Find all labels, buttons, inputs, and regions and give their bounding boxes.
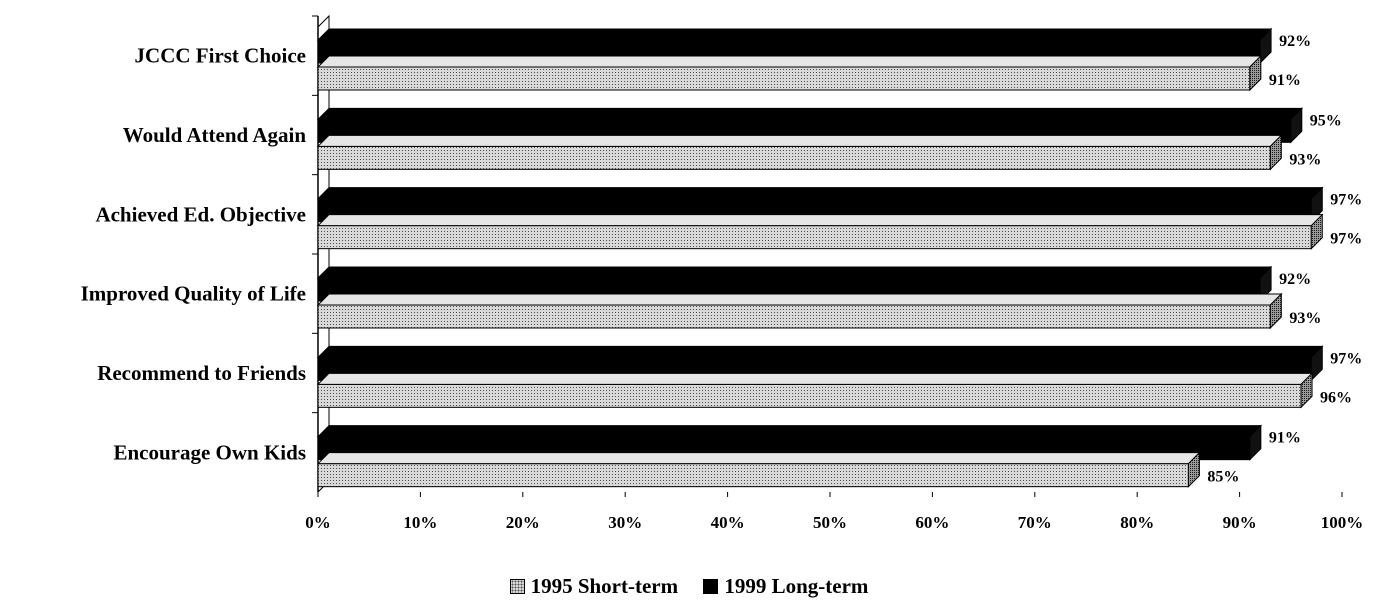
bar-short-term: [317, 463, 1189, 488]
bar-end-face: [1269, 292, 1282, 330]
bar-end-face: [1187, 451, 1200, 488]
bar-top-face: [316, 214, 1324, 227]
bar-end-face: [1310, 186, 1323, 223]
bar-top-face: [316, 187, 1324, 200]
bar-end-face: [1310, 345, 1323, 382]
x-tick-label: 70%: [1018, 513, 1052, 532]
category-label: Achieved Ed. Objective: [95, 202, 306, 226]
x-tick-label: 60%: [915, 513, 949, 532]
bar-end-face: [1249, 424, 1262, 461]
bar-end-face: [1259, 27, 1272, 65]
x-tick-label: 0%: [305, 513, 331, 532]
legend-label-short-term: 1995 Short-term: [530, 574, 679, 598]
data-label-long-term: 95%: [1310, 112, 1342, 129]
bar-short-term: [317, 66, 1251, 91]
bar-end-face: [1249, 54, 1262, 92]
x-tick-label: 90%: [1223, 513, 1257, 532]
solid-swatch-icon: [703, 579, 719, 594]
legend-item-long-term: 1999 Long-term: [703, 574, 868, 599]
data-label-short-term: 93%: [1289, 310, 1321, 327]
data-label-long-term: 92%: [1279, 33, 1311, 50]
bar-end-face: [1259, 265, 1272, 303]
x-tick-label: 10%: [403, 513, 437, 532]
bar-top-face: [316, 266, 1273, 279]
bar-top-face: [316, 134, 1283, 147]
bar-top-face: [316, 55, 1263, 68]
bar-top-face: [316, 452, 1201, 465]
bar-end-face: [1310, 213, 1323, 250]
bar-top-face: [316, 293, 1283, 306]
bar-short-term: [317, 145, 1271, 170]
x-tick-label: 20%: [506, 513, 540, 532]
legend: 1995 Short-term 1999 Long-term: [0, 574, 1378, 599]
bar-short-term: [317, 225, 1312, 250]
bar-top-face: [316, 372, 1314, 385]
data-label-short-term: 96%: [1320, 389, 1352, 406]
bar-end-face: [1290, 107, 1303, 144]
bar-top-face: [316, 107, 1304, 120]
data-label-short-term: 85%: [1207, 469, 1239, 486]
bar-top-face: [316, 425, 1263, 438]
bar-top-face: [316, 345, 1324, 358]
legend-item-short-term: 1995 Short-term: [509, 574, 679, 599]
bar-end-face: [1300, 372, 1313, 409]
bar-short-term: [317, 383, 1302, 408]
data-label-short-term: 93%: [1289, 151, 1321, 168]
data-label-short-term: 97%: [1330, 231, 1362, 248]
x-tick-label: 50%: [813, 513, 847, 532]
data-label-short-term: 91%: [1269, 72, 1301, 89]
data-label-long-term: 97%: [1330, 350, 1362, 367]
dotted-swatch-icon: [509, 579, 525, 594]
legend-label-long-term: 1999 Long-term: [724, 574, 869, 598]
bar-end-face: [1269, 134, 1282, 171]
x-tick-label: 100%: [1321, 513, 1364, 532]
category-label: Recommend to Friends: [97, 361, 306, 385]
category-label: Would Attend Again: [123, 123, 307, 147]
data-label-long-term: 92%: [1279, 271, 1311, 288]
x-tick-label: 40%: [711, 513, 745, 532]
bar-short-term: [317, 304, 1271, 329]
category-label: Improved Quality of Life: [81, 282, 306, 306]
x-tick-label: 80%: [1120, 513, 1154, 532]
category-label: JCCC First Choice: [135, 44, 306, 68]
data-label-long-term: 91%: [1269, 430, 1301, 447]
category-label: Encourage Own Kids: [113, 440, 306, 464]
data-label-long-term: 97%: [1330, 192, 1362, 209]
x-tick-label: 30%: [608, 513, 642, 532]
bar-top-face: [316, 28, 1273, 41]
